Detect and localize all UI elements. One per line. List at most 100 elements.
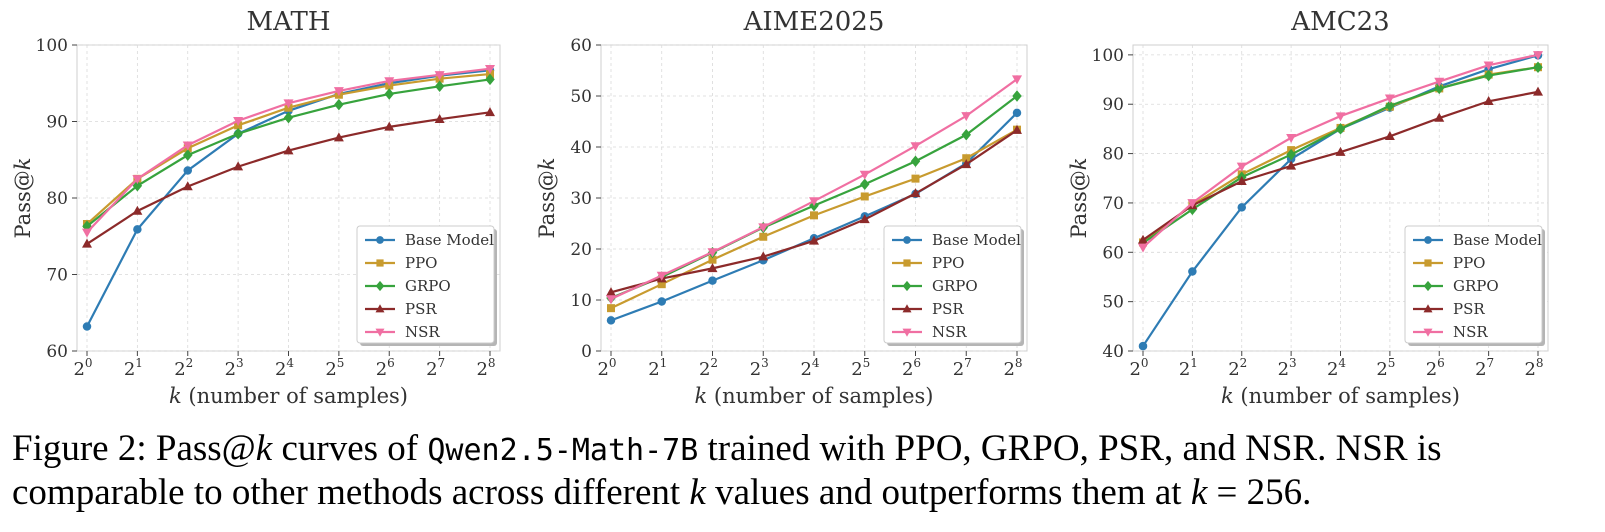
data-point-grpo	[860, 178, 870, 190]
data-point-nsr	[1286, 134, 1297, 144]
y-tick-label: 60	[46, 342, 68, 362]
data-point-psr	[233, 161, 244, 171]
chart-panel-math: 60 70 80 90 100 20 21 22 23 24 25 26 27 28 MATH k (numb…	[11, 7, 501, 408]
data-point-base-model	[183, 166, 192, 175]
x-tick-label: 25	[1376, 356, 1395, 380]
data-point-grpo	[233, 127, 243, 140]
y-tick-label: 50	[570, 87, 592, 107]
data-point-nsr	[758, 223, 769, 233]
data-point-grpo	[485, 73, 495, 86]
legend-label-grpo: GRPO	[1453, 277, 1499, 295]
legend	[883, 225, 1022, 344]
legend-marker-nsr	[375, 328, 385, 337]
caption-k: k	[1190, 472, 1208, 513]
legend-label-grpo: GRPO	[405, 277, 451, 295]
data-point-nsr	[1384, 94, 1395, 104]
data-point-psr	[809, 235, 819, 245]
data-point-psr	[1434, 112, 1445, 122]
chart-title: MATH	[247, 7, 331, 37]
data-point-grpo	[434, 80, 445, 93]
data-point-psr	[961, 159, 972, 169]
legend-marker-grpo	[1423, 280, 1433, 292]
x-tick-label: 20	[73, 356, 92, 380]
caption-line2-start: comparable to other methods across diffe…	[12, 472, 690, 513]
legend-label-nsr: NSR	[405, 323, 440, 341]
y-tick-label: 10	[570, 291, 592, 311]
legend-marker-psr	[1423, 304, 1433, 313]
data-point-base-model	[1188, 267, 1197, 276]
y-tick-label: 30	[570, 189, 592, 209]
x-tick-label: 21	[124, 356, 143, 380]
data-point-base-model	[1237, 203, 1246, 212]
data-point-psr	[434, 113, 445, 123]
data-point-psr	[758, 251, 769, 261]
x-tick-label: 25	[325, 356, 344, 380]
legend-label-ppo: PPO	[405, 254, 437, 272]
data-point-nsr	[1236, 162, 1247, 172]
legend-label-psr: PSR	[405, 300, 437, 318]
data-point-psr	[1483, 96, 1494, 106]
data-point-nsr	[910, 142, 921, 152]
x-tick-label: 28	[1003, 356, 1022, 380]
data-point-psr	[132, 205, 143, 215]
data-point-psr	[910, 188, 921, 198]
caption-prefix: Figure 2: Pass@	[12, 428, 256, 469]
caption-line1-rest: trained with PPO, GRPO, PSR, and NSR. NS…	[698, 428, 1442, 469]
legend-marker-base-model	[376, 236, 384, 244]
x-tick-label: 26	[902, 356, 921, 380]
data-point-nsr	[859, 170, 870, 180]
x-tick-label: 21	[648, 356, 667, 380]
x-tick-label: 22	[699, 356, 718, 380]
legend-label-ppo: PPO	[932, 254, 964, 272]
y-tick-label: 70	[46, 266, 68, 286]
data-point-psr	[283, 145, 294, 155]
legend-marker-ppo	[376, 259, 384, 267]
y-tick-label: 80	[1102, 145, 1124, 165]
legend-marker-base-model	[903, 236, 911, 244]
data-point-nsr	[606, 295, 616, 305]
y-tick-label: 60	[570, 36, 592, 56]
caption-k: k	[689, 472, 706, 513]
chart-title: AIME2025	[743, 7, 885, 37]
caption-line2-end: = 256.	[1207, 472, 1312, 513]
data-point-psr	[1384, 131, 1395, 141]
legend	[356, 225, 495, 344]
data-point-psr	[333, 132, 344, 142]
data-point-grpo	[961, 129, 971, 141]
data-point-nsr	[656, 271, 667, 281]
data-point-nsr	[1012, 75, 1022, 85]
data-point-nsr	[961, 112, 972, 122]
data-point-psr	[1335, 146, 1346, 156]
data-point-base-model	[1138, 341, 1148, 351]
data-point-base-model	[1012, 108, 1022, 118]
x-tick-label: 28	[1524, 356, 1543, 380]
data-point-grpo	[1434, 82, 1444, 95]
x-tick-label: 20	[597, 356, 616, 380]
y-tick-label: 70	[1102, 194, 1124, 214]
data-point-psr	[485, 107, 495, 117]
data-point-base-model	[606, 316, 616, 325]
y-tick-label: 0	[581, 342, 592, 362]
data-point-grpo	[1012, 90, 1022, 102]
data-point-ppo	[810, 211, 818, 220]
y-tick-label: 50	[1102, 293, 1124, 313]
legend-marker-base-model	[1424, 236, 1432, 244]
data-point-psr	[859, 214, 870, 224]
x-tick-label: 26	[376, 356, 395, 380]
y-tick-label: 40	[570, 138, 592, 158]
data-point-nsr	[333, 87, 344, 97]
x-tick-label: 27	[1475, 356, 1494, 380]
data-point-psr	[182, 181, 193, 191]
data-point-ppo	[911, 174, 920, 183]
legend-marker-ppo	[903, 259, 911, 267]
legend-label-base-model: Base Model	[1453, 231, 1542, 249]
legend-label-ppo: PPO	[1453, 254, 1485, 272]
x-tick-label: 21	[1179, 356, 1198, 380]
data-point-nsr	[434, 71, 445, 81]
data-point-base-model	[82, 322, 92, 331]
legend-marker-ppo	[1424, 259, 1432, 267]
data-point-ppo	[860, 192, 869, 201]
x-tick-label: 22	[1228, 356, 1247, 380]
data-point-grpo	[1483, 69, 1494, 82]
